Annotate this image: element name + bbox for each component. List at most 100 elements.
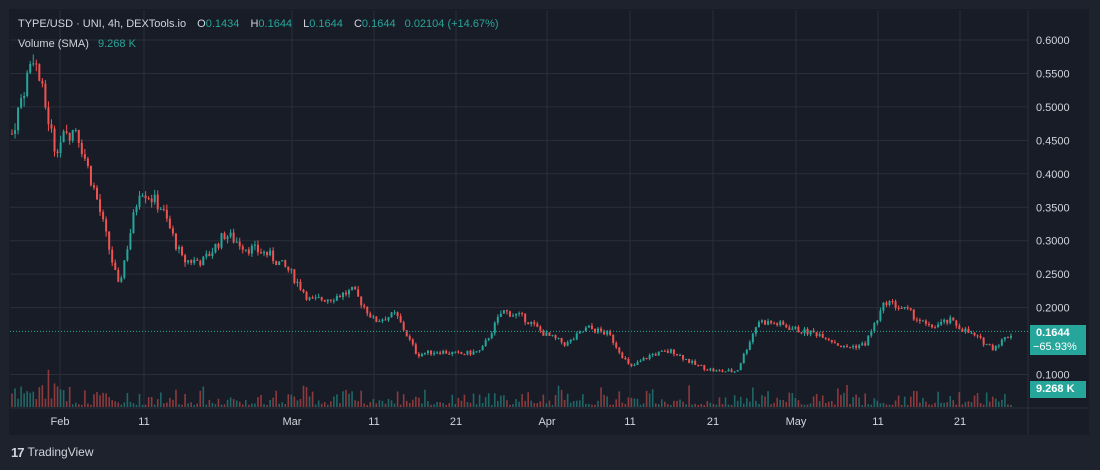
candle-body <box>782 321 785 325</box>
candle-body <box>821 334 824 338</box>
candle-body <box>833 342 836 344</box>
candle-body <box>694 360 697 365</box>
volume-bar <box>478 394 481 407</box>
volume-bar <box>588 403 590 407</box>
volume-bar <box>266 404 268 407</box>
volume-bar <box>821 395 824 407</box>
volume-bar <box>469 402 472 407</box>
volume-bar <box>1007 404 1009 407</box>
chart-legend: TYPE/USD · UNI, 4h, DEXTools.io O0.1434 … <box>18 16 499 56</box>
candle-body <box>68 132 71 141</box>
candle-body <box>184 255 187 263</box>
candle-body <box>220 233 223 248</box>
volume-bar <box>603 394 605 407</box>
volume-bar <box>891 404 894 407</box>
candle-body <box>71 130 74 141</box>
volume-bar <box>958 392 961 407</box>
volume-bar <box>418 397 420 407</box>
volume-bar <box>919 402 921 407</box>
candle-body <box>524 313 527 323</box>
volume-bar <box>245 399 247 407</box>
volume-bar <box>612 404 614 407</box>
candle-body <box>44 83 47 108</box>
volume-bar <box>536 403 539 407</box>
volume-bar <box>308 396 311 407</box>
candle-body <box>824 337 827 339</box>
volume-bar <box>594 404 596 407</box>
candle-body <box>627 359 630 364</box>
candle-body <box>739 363 742 371</box>
candle-body <box>606 330 609 335</box>
volume-bar <box>260 394 262 407</box>
candle-body <box>736 370 739 372</box>
volume-indicator-label[interactable]: Volume (SMA) <box>18 38 89 50</box>
volume-bar <box>23 393 25 407</box>
time-tick-label: 21 <box>707 416 719 428</box>
candle-body <box>484 340 487 346</box>
volume-bar <box>985 392 988 407</box>
candle-body <box>575 333 578 340</box>
candle-body <box>612 334 615 343</box>
volume-bar <box>773 402 775 407</box>
candle-body <box>11 133 13 135</box>
candle-body <box>411 339 414 345</box>
volume-bar <box>864 393 867 407</box>
volume-bar <box>533 403 536 407</box>
candle-body <box>208 253 211 257</box>
volume-bar <box>345 390 347 407</box>
volume-bar <box>156 399 159 407</box>
volume-bar <box>852 397 854 407</box>
volume-bar <box>339 403 341 407</box>
volume-bar <box>967 401 970 407</box>
volume-bar <box>50 398 53 407</box>
volume-bar <box>1010 404 1012 407</box>
time-tick-label: 21 <box>450 416 462 428</box>
candle-body <box>235 241 238 243</box>
time-tick-label: Apr <box>538 416 555 428</box>
volume-bar <box>964 402 967 407</box>
candle-body <box>381 319 384 322</box>
volume-bar <box>566 393 569 407</box>
candle-body <box>566 342 569 346</box>
volume-bar <box>557 385 560 407</box>
volume-bar <box>65 401 68 407</box>
candle-body <box>481 345 484 351</box>
symbol-label[interactable]: TYPE/USD · UNI, 4h, DEXTools.io <box>18 18 187 30</box>
candle-body <box>669 349 672 353</box>
volume-bar <box>849 403 851 407</box>
candle-body <box>96 187 99 200</box>
volume-bar <box>560 389 563 407</box>
tradingview-branding[interactable]: 17 TradingView <box>11 443 94 461</box>
candle-body <box>779 321 782 326</box>
candle-body <box>797 326 800 333</box>
candle-body <box>41 80 44 84</box>
candle-body <box>967 328 970 333</box>
chart-pane[interactable] <box>9 9 1089 435</box>
volume-bar <box>654 403 657 407</box>
volume-bar <box>645 390 648 407</box>
volume-bar <box>193 404 195 407</box>
volume-bar <box>682 401 684 407</box>
candle-body <box>700 364 703 366</box>
volume-bar <box>62 390 65 407</box>
volume-bar <box>196 403 199 407</box>
volume-bar <box>220 404 223 407</box>
volume-bar <box>648 393 651 407</box>
candle-body <box>372 316 375 318</box>
volume-bar <box>93 394 95 407</box>
candle-body <box>849 347 852 349</box>
candle-body <box>126 249 129 261</box>
candle-body <box>250 245 253 254</box>
candle-body <box>174 233 177 250</box>
volume-bar <box>636 398 639 407</box>
candle-body <box>360 296 363 306</box>
candle-body <box>527 322 530 325</box>
candle-body <box>554 335 557 339</box>
volume-bar <box>135 404 138 407</box>
candle-body <box>475 351 478 353</box>
volume-bar <box>730 404 733 407</box>
candle-body <box>426 350 429 354</box>
candle-body <box>794 326 797 329</box>
volume-bar <box>721 404 724 407</box>
